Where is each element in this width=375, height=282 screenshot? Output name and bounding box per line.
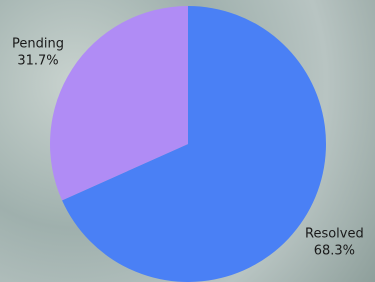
slice-value-label: 68.3% — [314, 244, 355, 259]
chart: Resolved 68.3% Pending 31.7% — [0, 0, 375, 282]
slice-value-label: 31.7% — [17, 54, 58, 69]
slice-label: Resolved — [305, 227, 364, 242]
screen: Resolved 68.3% Pending 31.7% — [0, 0, 375, 282]
slice-label: Pending — [12, 37, 64, 52]
